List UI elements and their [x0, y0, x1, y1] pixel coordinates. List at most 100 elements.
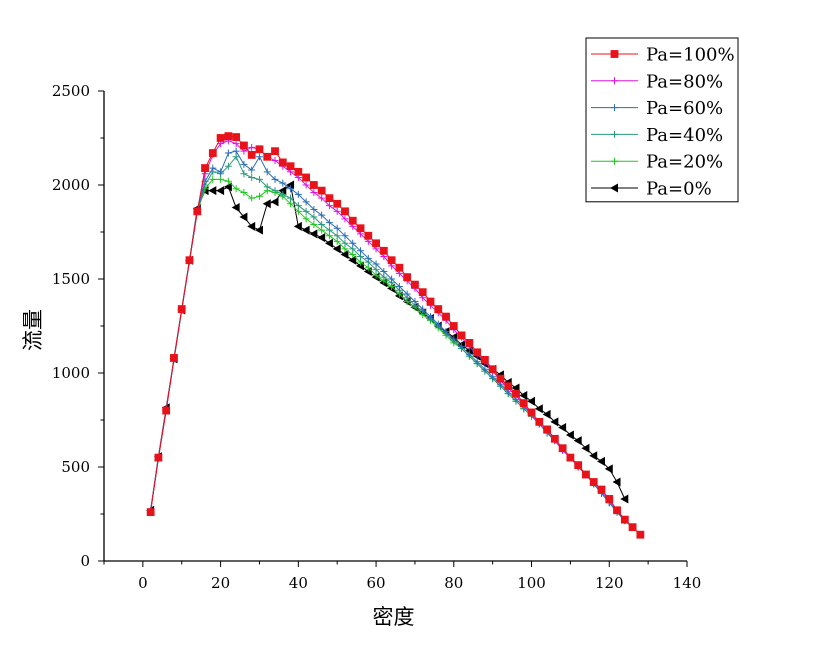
data-point — [488, 365, 497, 374]
data-point — [310, 213, 318, 221]
data-point — [357, 247, 365, 255]
y-tick-label: 2500 — [52, 82, 90, 100]
data-point — [395, 263, 404, 272]
data-point — [403, 290, 411, 298]
data-point — [481, 365, 489, 373]
data-point — [341, 207, 349, 216]
data-point — [170, 354, 178, 362]
data-point — [341, 232, 349, 240]
data-point — [263, 183, 271, 191]
x-tick-label: 140 — [673, 574, 702, 592]
data-point — [231, 203, 240, 213]
data-point — [185, 256, 194, 265]
data-point — [224, 132, 233, 141]
data-point — [550, 434, 559, 443]
legend-marker — [610, 183, 618, 193]
x-tick-label: 120 — [595, 574, 624, 592]
data-point — [449, 322, 458, 330]
data-point — [270, 197, 279, 207]
data-point — [208, 149, 217, 157]
data-point — [348, 255, 357, 265]
data-point — [558, 423, 567, 433]
data-point — [278, 158, 287, 167]
data-point — [620, 494, 629, 504]
data-point — [318, 220, 326, 228]
data-point — [372, 239, 380, 248]
data-point — [302, 181, 310, 189]
data-point — [349, 239, 357, 247]
series-Pa=40% — [147, 153, 644, 539]
data-point — [302, 198, 310, 206]
data-point — [271, 147, 279, 156]
y-tick-label: 0 — [80, 552, 90, 570]
data-point — [597, 485, 606, 494]
data-point — [208, 186, 217, 196]
data-point — [279, 190, 287, 198]
data-point — [457, 331, 466, 340]
data-point — [216, 186, 225, 196]
series-line — [150, 135, 641, 536]
legend-marker — [611, 77, 618, 85]
data-point — [442, 328, 450, 336]
series-line — [150, 140, 641, 536]
data-point — [504, 382, 513, 391]
data-point — [388, 275, 396, 283]
data-point — [271, 175, 279, 183]
x-tick-label: 80 — [444, 574, 463, 592]
data-point — [628, 523, 637, 532]
data-point — [154, 453, 163, 462]
y-axis-title: 流量 — [21, 309, 45, 351]
data-point — [232, 147, 240, 155]
data-point — [496, 374, 505, 383]
data-point — [309, 229, 318, 239]
data-point — [519, 391, 528, 401]
data-point — [325, 219, 333, 227]
data-point — [248, 194, 256, 202]
x-tick-label: 20 — [211, 574, 230, 592]
data-point — [411, 280, 419, 289]
data-point — [550, 417, 559, 427]
legend-label: Pa=100% — [646, 45, 735, 66]
data-point — [473, 348, 482, 357]
data-point — [372, 260, 380, 268]
data-point — [348, 216, 357, 225]
legend-marker — [611, 157, 618, 165]
data-point — [574, 461, 583, 470]
data-point — [278, 186, 287, 196]
data-point — [473, 358, 481, 366]
data-point — [318, 211, 326, 219]
data-point — [240, 189, 248, 197]
data-point — [247, 151, 256, 159]
data-point — [364, 254, 372, 262]
data-point — [565, 430, 574, 440]
data-point — [263, 152, 272, 161]
data-point — [332, 244, 341, 254]
data-point — [527, 408, 536, 417]
data-point — [324, 238, 333, 248]
data-point — [248, 166, 256, 174]
data-point — [248, 143, 256, 151]
legend-box — [585, 37, 739, 203]
data-point — [209, 175, 217, 183]
data-point — [380, 267, 388, 275]
data-point — [542, 409, 551, 419]
data-point — [512, 389, 520, 398]
data-point — [519, 399, 528, 407]
y-tick-label: 2000 — [52, 176, 90, 194]
data-point — [216, 134, 225, 142]
data-point — [318, 194, 326, 202]
data-point — [434, 305, 443, 313]
data-point — [247, 221, 256, 231]
data-point — [317, 186, 326, 195]
x-tick-label: 40 — [289, 574, 308, 592]
data-point — [418, 288, 427, 297]
x-tick-label: 0 — [138, 574, 148, 592]
data-point — [294, 202, 302, 210]
data-point — [379, 246, 388, 255]
legend-marker — [611, 104, 618, 112]
data-point — [535, 417, 544, 426]
legend-label: Pa=40% — [646, 125, 723, 146]
data-point — [201, 164, 209, 172]
data-point — [426, 313, 434, 321]
